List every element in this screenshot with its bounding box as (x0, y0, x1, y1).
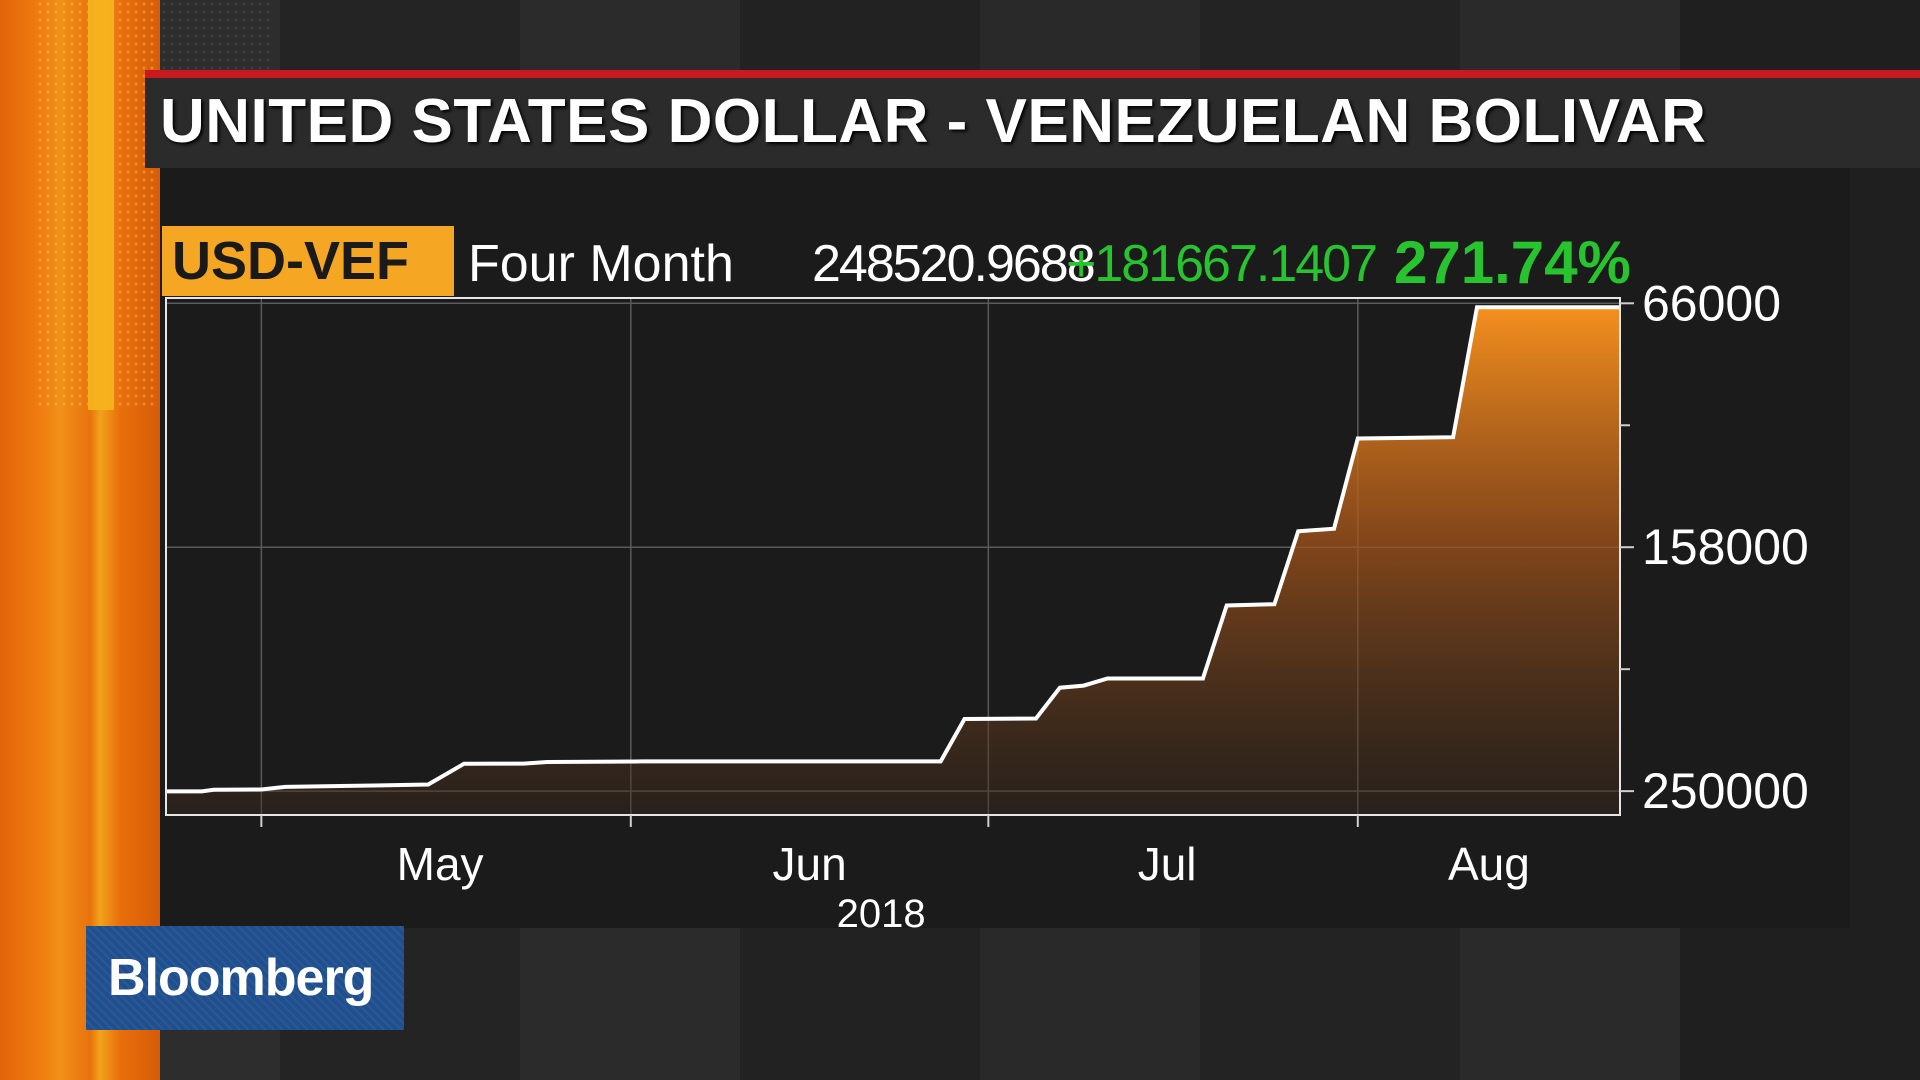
title-red-rule (145, 70, 1920, 78)
ticker-badge (162, 226, 454, 296)
chart-title: UNITED STATES DOLLAR - VENEZUELAN BOLIVA… (160, 87, 1707, 156)
percent-change: 271.74% (1394, 229, 1631, 296)
x-tick-label: Jun (772, 838, 846, 890)
series-area (166, 307, 1620, 815)
plot-frame (165, 297, 1621, 816)
x-tick-label: May (397, 838, 484, 890)
bloomberg-logo-box (86, 926, 404, 1030)
x-year-label: 2018 (837, 892, 926, 936)
ticker-label: USD-VEF (172, 231, 410, 291)
series-line (166, 305, 1621, 794)
y-tick-label: 158000 (1642, 519, 1809, 575)
y-tick-label: 250000 (1642, 763, 1809, 819)
title-bar (145, 78, 1920, 168)
x-tick-label: Jul (1138, 838, 1197, 890)
decorative-dot-block (160, 0, 270, 70)
last-price: 248520.9688 (812, 235, 1096, 293)
y-tick-label: 66000 (1642, 275, 1781, 331)
price-change: +181667.1407 (1066, 235, 1378, 293)
orange-side-strip (0, 0, 160, 1080)
bloomberg-logo: Bloomberg (108, 949, 374, 1007)
x-tick-label: Aug (1448, 838, 1530, 890)
period-label: Four Month (468, 235, 734, 293)
yellow-accent-bar (88, 0, 114, 410)
